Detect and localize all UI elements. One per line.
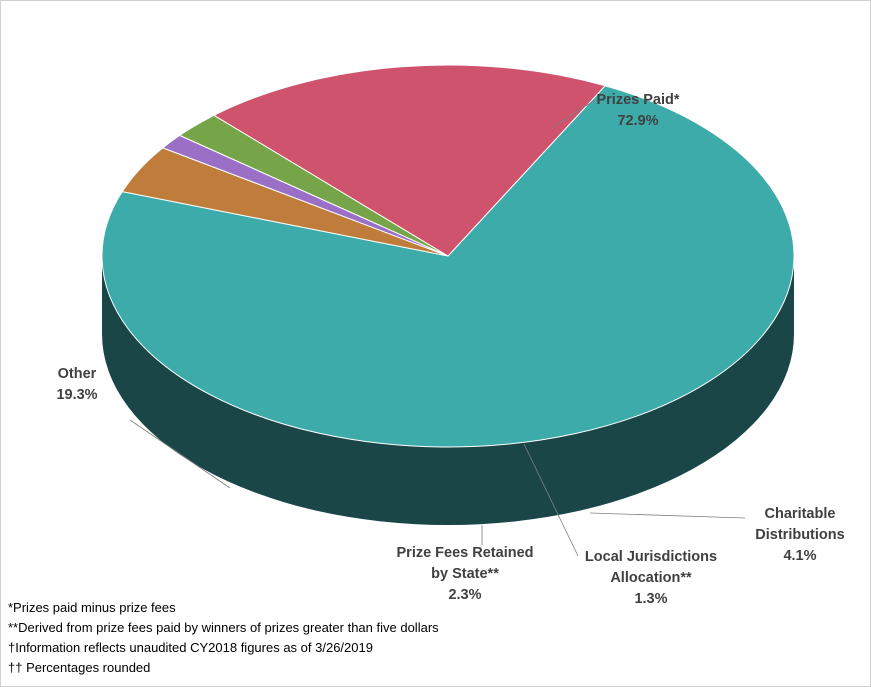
- label-other: Other 19.3%: [56, 366, 97, 403]
- leader-lines: [129, 99, 746, 557]
- label-line: Prizes Paid*: [596, 92, 679, 108]
- label-charitable-distributions: Charitable Distributions 4.1%: [755, 506, 844, 564]
- label-line: 4.1%: [783, 548, 816, 564]
- slice-labels: Prizes Paid* 72.9% Charitable Distributions…: [56, 92, 844, 607]
- label-line: 72.9%: [617, 113, 658, 129]
- label-line: 2.3%: [448, 587, 481, 603]
- footnote-percentages: †† Percentages rounded: [8, 660, 151, 675]
- label-line: Prize Fees Retained: [397, 545, 534, 561]
- footnote-information: †Information reflects unaudited CY2018 f…: [8, 640, 373, 655]
- label-prizes-paid: Prizes Paid* 72.9%: [596, 92, 679, 129]
- label-line: Local Jurisdictions: [585, 549, 717, 565]
- footnote-prizes-paid: *Prizes paid minus prize fees: [8, 600, 176, 615]
- leader-charitable-distributions: [589, 512, 746, 519]
- slice-other: [212, 64, 607, 257]
- label-line: 19.3%: [56, 387, 97, 403]
- label-local-jurisdictions-allocation: Local Jurisdictions Allocation** 1.3%: [585, 549, 717, 607]
- label-line: Allocation**: [610, 570, 692, 586]
- label-line: Charitable: [765, 506, 836, 522]
- side-prizes-paid: [102, 256, 794, 525]
- leader-local-jurisdictions-allocation: [523, 443, 579, 557]
- slice-prizes-paid: [101, 85, 795, 448]
- pie-sides: [102, 256, 794, 525]
- label-line: by State**: [431, 566, 499, 582]
- leader-prizes-paid: [552, 99, 596, 128]
- leader-other: [129, 419, 231, 489]
- label-line: 1.3%: [634, 591, 667, 607]
- label-line: Distributions: [755, 527, 844, 543]
- footnotes: *Prizes paid minus prize fees **Derived …: [8, 598, 439, 678]
- label-prize-fees-retained-by-state: Prize Fees Retained by State** 2.3%: [397, 545, 534, 603]
- pie-tops: [101, 64, 795, 448]
- footnote-prize-fees: **Derived from prize fees paid by winner…: [8, 620, 439, 635]
- label-line: Other: [58, 366, 97, 382]
